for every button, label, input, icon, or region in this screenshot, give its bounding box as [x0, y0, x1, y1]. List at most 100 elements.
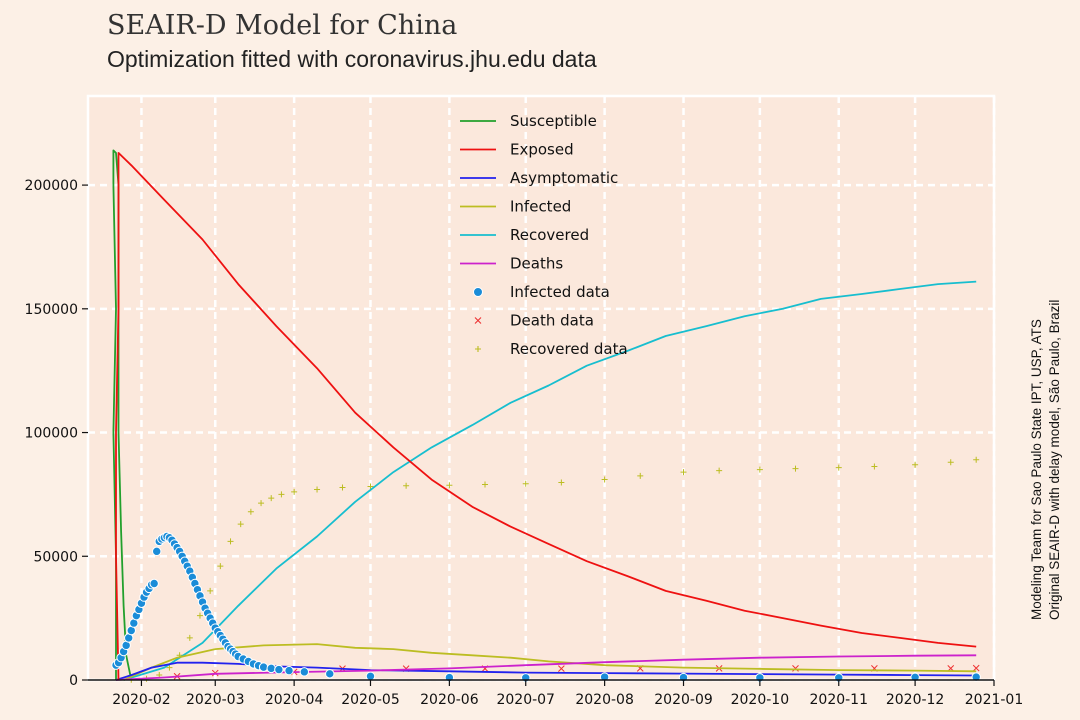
data-point	[196, 612, 203, 619]
data-point	[325, 669, 335, 679]
data-point	[314, 486, 321, 493]
x-tick-label: 2020-07	[496, 692, 555, 708]
legend-item: Asymptomatic	[460, 169, 618, 187]
data-point	[268, 495, 275, 502]
legend-label: Recovered data	[510, 340, 628, 358]
y-tick-label: 200000	[25, 178, 78, 194]
data-point	[792, 465, 799, 472]
data-point	[912, 461, 919, 468]
legend: Susceptible Exposed Asymptomatic Infected Re…	[460, 112, 628, 358]
side-note-line-1: Modeling Team for Sao Paulo State IPT, U…	[1029, 319, 1044, 620]
data-point	[558, 665, 565, 672]
data-point	[558, 479, 565, 486]
legend-swatch	[475, 346, 481, 352]
side-note: Modeling Team for Sao Paulo State IPT, U…	[1028, 220, 1064, 620]
legend-item: Infected	[460, 198, 571, 216]
chart-title: SEAIR-D Model for China	[107, 10, 458, 41]
x-tick-label: 2020-03	[186, 692, 245, 708]
series-layer	[111, 149, 981, 683]
data-point	[284, 665, 294, 676]
data-point	[756, 466, 763, 473]
chart-subtitle: Optimization fitted with coronavirus.jhu…	[107, 46, 597, 72]
x-tick-label: 2020-10	[731, 692, 790, 708]
y-tick-label: 150000	[25, 302, 78, 318]
legend-label: Asymptomatic	[510, 169, 618, 187]
data-point	[207, 587, 214, 594]
data-point	[367, 483, 374, 490]
data-point	[278, 491, 285, 498]
data-point	[149, 578, 159, 589]
axes: 2020-02 2020-03 2020-04 2020-05 2020-06 2020-…	[25, 178, 1024, 708]
x-tick-label: 2020-09	[654, 692, 713, 708]
series-infected	[123, 643, 977, 681]
data-point	[716, 467, 723, 474]
y-tick-label: 0	[69, 673, 78, 689]
y-tick-label: 100000	[25, 426, 78, 442]
data-point	[339, 484, 346, 491]
data-point	[971, 672, 981, 682]
data-point	[291, 488, 298, 495]
legend-label: Deaths	[510, 255, 563, 273]
data-point	[446, 482, 453, 489]
x-tick-label: 2020-02	[112, 692, 171, 708]
data-point	[237, 521, 244, 528]
data-point	[365, 671, 376, 681]
side-note-line-2: Original SEAIR-D with delay model, São P…	[1047, 299, 1062, 620]
series-line	[123, 643, 977, 681]
data-point	[680, 469, 687, 476]
legend-label: Infected	[510, 198, 571, 216]
data-point	[166, 664, 173, 671]
legend-item: Recovered data	[475, 340, 628, 358]
legend-item: Recovered	[460, 226, 589, 244]
series-line	[123, 280, 977, 681]
data-point	[227, 538, 234, 545]
data-point	[601, 476, 608, 483]
data-point	[482, 481, 489, 488]
series-recovered	[123, 280, 977, 681]
data-point	[274, 664, 284, 675]
legend-item: Susceptible	[460, 112, 597, 130]
data-point	[947, 459, 954, 466]
legend-swatch	[473, 287, 483, 297]
data-point	[972, 664, 980, 672]
series-deaths	[115, 654, 977, 681]
data-point	[637, 472, 644, 479]
data-point	[258, 500, 265, 507]
legend-label: Death data	[510, 312, 594, 330]
data-point	[522, 480, 529, 487]
data-point	[871, 463, 878, 470]
series-susceptible	[112, 149, 133, 681]
data-point	[266, 663, 276, 674]
legend-label: Exposed	[510, 141, 574, 159]
legend-item: Deaths	[460, 255, 563, 273]
legend-label: Recovered	[510, 226, 589, 244]
data-point	[247, 508, 254, 515]
x-tick-label: 2020-05	[341, 692, 400, 708]
y-tick-label: 50000	[33, 549, 78, 565]
legend-swatch	[474, 317, 482, 324]
legend-item: Death data	[474, 312, 594, 330]
x-tick-label: 2020-04	[265, 692, 324, 708]
x-tick-label: 2020-06	[420, 692, 479, 708]
series-line	[115, 654, 977, 681]
series-line	[112, 149, 133, 681]
legend-item: Infected data	[473, 283, 610, 301]
x-tick-label: 2020-08	[575, 692, 634, 708]
data-point	[217, 563, 224, 570]
legend-label: Infected data	[510, 283, 610, 301]
legend-label: Susceptible	[510, 112, 597, 130]
data-point	[152, 546, 162, 557]
x-tick-label: 2020-11	[810, 692, 869, 708]
x-tick-label: 2020-12	[886, 692, 945, 708]
series-exposed	[115, 152, 977, 681]
data-point	[403, 482, 410, 489]
data-point	[835, 464, 842, 471]
grid-lines	[86, 94, 996, 682]
data-point	[299, 667, 310, 677]
data-point	[973, 456, 980, 463]
data-point	[186, 634, 193, 641]
series-line	[115, 152, 977, 681]
data-point	[258, 662, 269, 672]
legend-item: Exposed	[460, 141, 574, 159]
